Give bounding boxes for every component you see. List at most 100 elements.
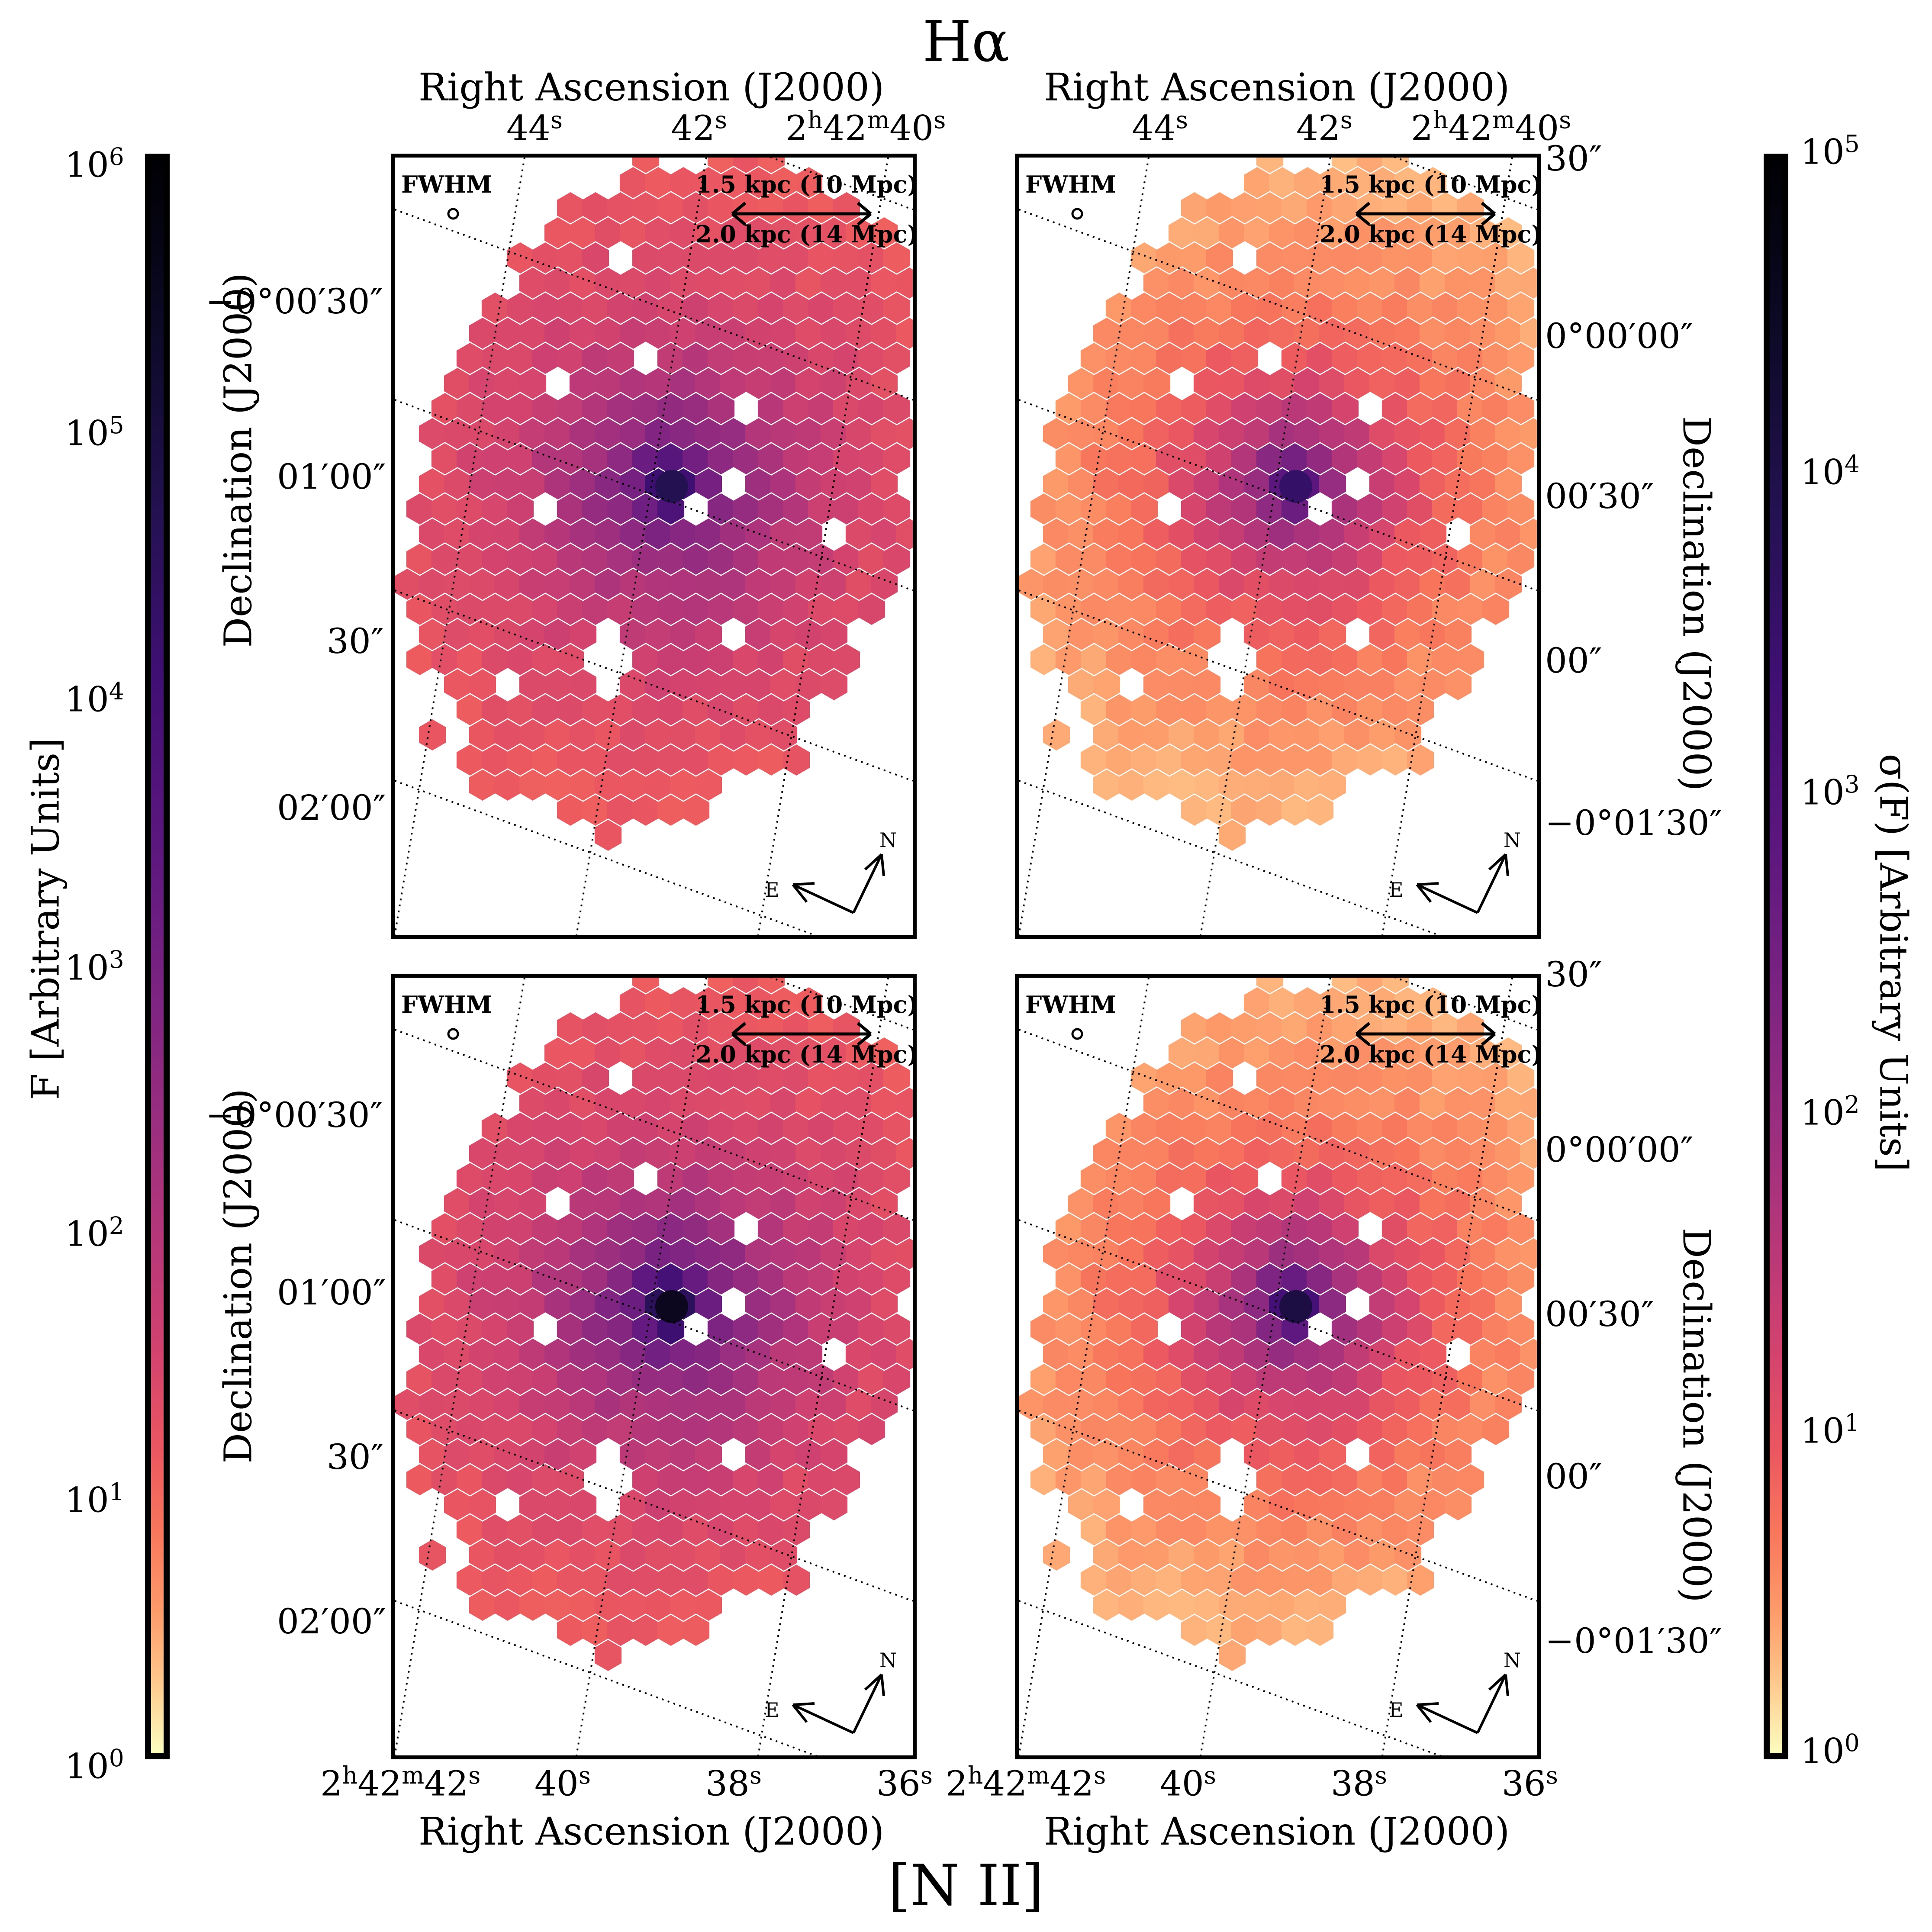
voronoi-bin <box>695 1138 722 1169</box>
voronoi-bin <box>607 1163 634 1194</box>
voronoi-bin <box>1432 293 1459 324</box>
voronoi-bin <box>481 1464 509 1495</box>
voronoi-bin <box>1269 418 1296 449</box>
coordinate-grid-line <box>1019 589 1537 782</box>
voronoi-bin <box>1156 1163 1183 1194</box>
voronoi-bin <box>544 669 572 700</box>
voronoi-bin <box>1080 443 1108 474</box>
voronoi-bin <box>657 343 685 374</box>
voronoi-bin <box>1294 1439 1321 1470</box>
voronoi-bin <box>833 1213 860 1244</box>
voronoi-bin <box>1482 1263 1510 1294</box>
voronoi-bin <box>1256 1063 1284 1094</box>
voronoi-bin <box>544 1389 572 1420</box>
voronoi-bin <box>732 343 760 374</box>
voronoi-bin <box>582 1063 609 1094</box>
voronoi-bin <box>607 192 634 223</box>
voronoi-bin <box>1306 694 1334 725</box>
voronoi-bin <box>1356 1414 1384 1445</box>
voronoi-bin <box>1507 393 1535 424</box>
voronoi-bin <box>820 217 848 248</box>
voronoi-bin <box>1507 1213 1535 1244</box>
colorbar-left <box>145 154 170 1759</box>
voronoi-bin <box>732 293 760 324</box>
voronoi-bin <box>1344 318 1372 349</box>
voronoi-bin <box>1030 594 1058 625</box>
voronoi-bin <box>770 368 798 399</box>
voronoi-bin <box>456 443 484 474</box>
voronoi-bin <box>858 1163 886 1194</box>
voronoi-bin <box>883 1364 911 1395</box>
voronoi-bin <box>757 1263 785 1294</box>
voronoi-bin <box>419 1389 446 1420</box>
voronoi-bin <box>1243 368 1271 399</box>
voronoi-bin <box>1231 1213 1259 1244</box>
voronoi-bin <box>695 518 722 550</box>
voronoi-bin <box>1256 443 1284 474</box>
voronoi-bin <box>1206 443 1233 474</box>
ra-tick-2h42m42s: 2h42m42s <box>946 1761 1106 1804</box>
dec-tick: 01′00″ <box>277 1272 386 1313</box>
voronoi-bin <box>494 518 522 550</box>
compass-arrows-icon <box>1416 853 1509 914</box>
voronoi-bin <box>632 1615 660 1646</box>
dec-tick: 02′00″ <box>277 1601 386 1642</box>
voronoi-bin <box>1494 1339 1522 1370</box>
coordinate-grid-line <box>395 1600 818 1755</box>
voronoi-bin <box>707 242 735 274</box>
voronoi-bin <box>833 192 860 223</box>
colorbar-right-tick: 105 <box>1800 130 1860 172</box>
voronoi-bin <box>720 1389 747 1420</box>
voronoi-bin <box>644 167 672 198</box>
voronoi-bin <box>1156 1464 1183 1495</box>
voronoi-bin <box>1369 619 1397 650</box>
voronoi-bin <box>1193 1339 1221 1370</box>
voronoi-bin <box>481 1565 509 1596</box>
voronoi-bin <box>582 1364 609 1395</box>
voronoi-bin <box>619 267 647 299</box>
voronoi-bin <box>582 1414 609 1445</box>
voronoi-bin <box>419 1539 446 1571</box>
voronoi-bin <box>670 1539 697 1571</box>
voronoi-bin <box>644 1138 672 1169</box>
voronoi-bin <box>531 242 559 274</box>
voronoi-bin <box>644 318 672 349</box>
voronoi-bin <box>883 393 911 424</box>
voronoi-bin <box>795 1037 823 1069</box>
voronoi-bin <box>1181 1163 1208 1194</box>
voronoi-bin <box>1243 669 1271 700</box>
voronoi-bin <box>782 594 810 625</box>
voronoi-bin <box>1419 1439 1447 1470</box>
voronoi-bin <box>770 1389 798 1420</box>
voronoi-bin <box>1319 1389 1346 1420</box>
voronoi-bin <box>1394 1288 1422 1320</box>
voronoi-bin <box>1143 1439 1171 1470</box>
voronoi-bin <box>594 418 622 449</box>
voronoi-bin <box>1043 1238 1070 1269</box>
voronoi-bin <box>506 1514 534 1546</box>
voronoi-bin <box>1381 1364 1409 1395</box>
voronoi-bin <box>1319 770 1346 801</box>
voronoi-bin <box>544 468 572 499</box>
voronoi-bin <box>1206 1063 1233 1094</box>
compass-north-label: N <box>879 1649 897 1672</box>
voronoi-bin <box>1269 987 1296 1018</box>
voronoi-bin <box>707 644 735 675</box>
voronoi-bin <box>1281 443 1309 474</box>
voronoi-bin <box>858 393 886 424</box>
voronoi-bin <box>1256 393 1284 424</box>
voronoi-bin <box>670 987 697 1018</box>
voronoi-bin <box>406 594 434 625</box>
voronoi-bin <box>1118 770 1146 801</box>
voronoi-bin <box>670 569 697 600</box>
voronoi-bin <box>1055 393 1083 424</box>
ra-tick-42s: 42s <box>1296 106 1353 148</box>
voronoi-bin <box>657 694 685 725</box>
voronoi-bin <box>1419 569 1447 600</box>
voronoi-bin <box>1168 569 1196 600</box>
voronoi-bin <box>1118 719 1146 750</box>
voronoi-bin <box>1218 1389 1246 1420</box>
voronoi-bin <box>506 1364 534 1395</box>
voronoi-bin <box>1306 594 1334 625</box>
voronoi-bin <box>1105 1565 1133 1596</box>
